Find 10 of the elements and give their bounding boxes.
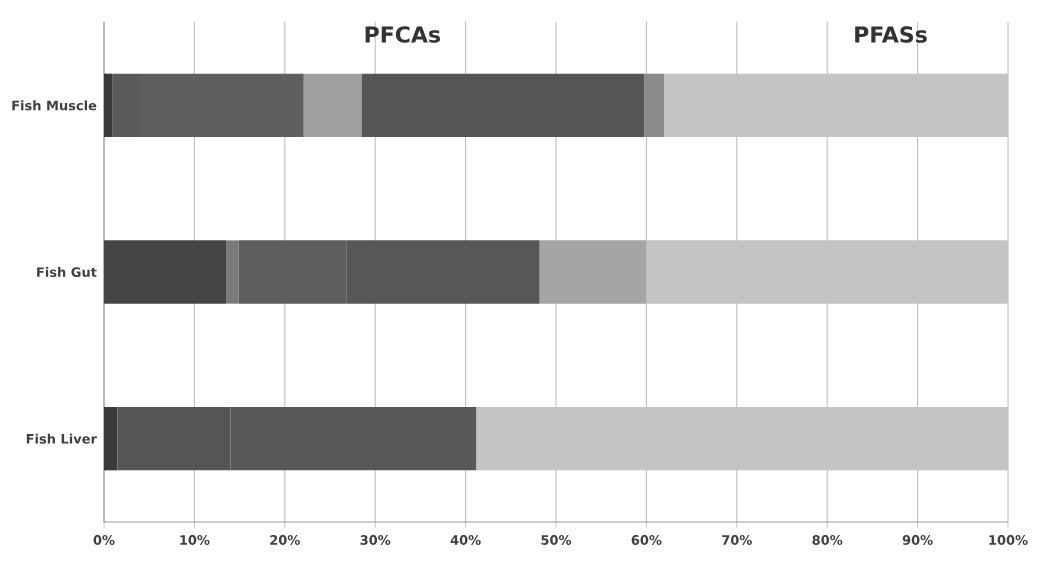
bar [104,407,118,471]
bar [104,240,227,304]
bar [664,73,1008,137]
bar [539,240,647,304]
bar [644,73,665,137]
annotation: PFCAs [365,26,440,43]
bar [303,73,362,137]
bar [104,73,113,137]
annotation: PFASs [855,26,927,43]
bar [226,240,239,304]
